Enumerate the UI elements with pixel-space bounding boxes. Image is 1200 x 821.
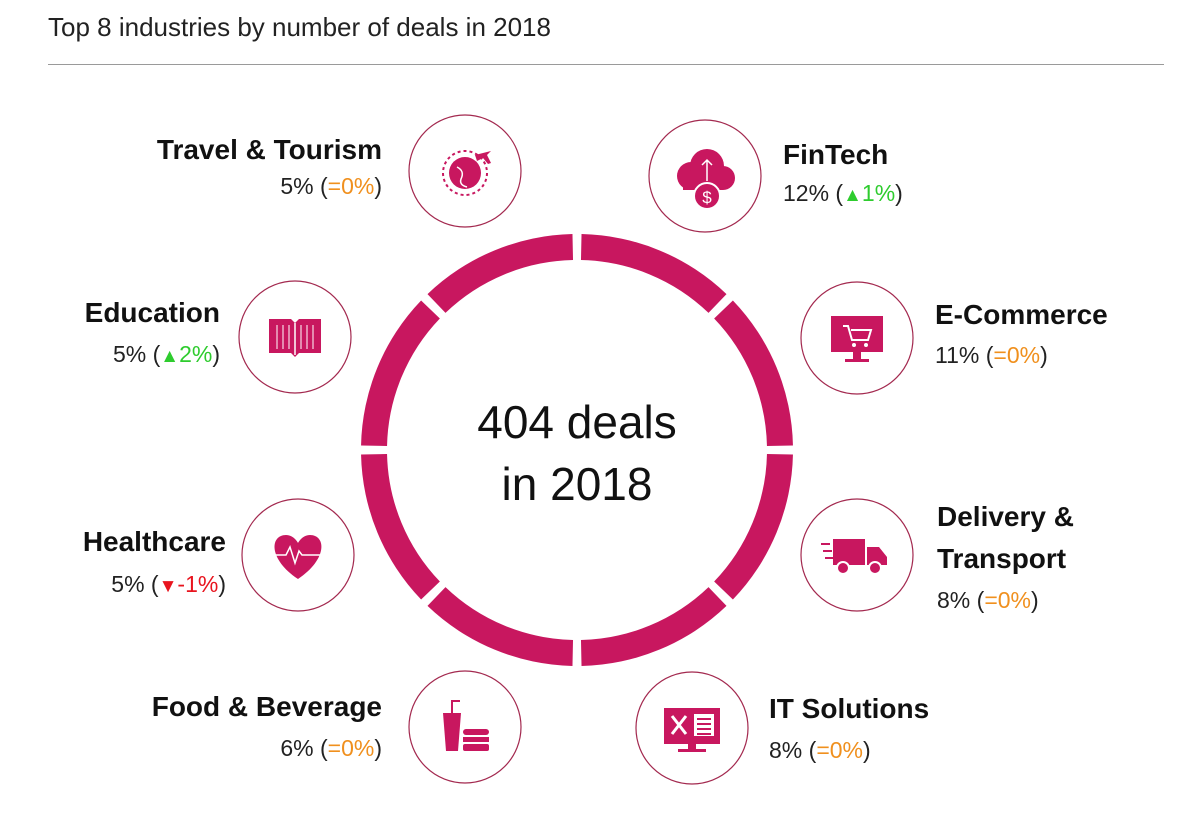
ring-segment-0 bbox=[580, 234, 727, 313]
industry-name: Healthcare bbox=[82, 526, 226, 557]
industry-name: IT Solutions bbox=[769, 693, 930, 724]
monitor-tools-icon bbox=[664, 708, 720, 752]
ring-segment-6 bbox=[361, 300, 440, 447]
trend-flat-icon: = bbox=[816, 737, 830, 763]
share-value: 8% bbox=[937, 587, 971, 613]
trend-flat-icon: = bbox=[993, 342, 1007, 368]
drink-burger-icon bbox=[443, 700, 489, 751]
svg-text:$: $ bbox=[702, 188, 712, 207]
change-text: 0% bbox=[997, 587, 1031, 613]
industry-name: Transport bbox=[937, 543, 1067, 574]
change-value: =0% bbox=[328, 173, 375, 199]
industry-share: 12% (▲1%) bbox=[783, 180, 903, 206]
change-text: 0% bbox=[341, 735, 375, 761]
share-value: 12% bbox=[783, 180, 830, 206]
icon-circle-4 bbox=[408, 670, 522, 784]
change-value: =0% bbox=[993, 342, 1040, 368]
shopping-cart-monitor-icon bbox=[831, 316, 883, 362]
change-text: 0% bbox=[829, 737, 863, 763]
delivery-truck-icon bbox=[821, 539, 887, 575]
ring-segment-3 bbox=[580, 587, 727, 666]
share-value: 6% bbox=[280, 735, 314, 761]
ring-segment-5 bbox=[361, 453, 440, 600]
change-text: 0% bbox=[1006, 342, 1041, 368]
share-value: 5% bbox=[112, 341, 147, 367]
ring-segment-7 bbox=[427, 234, 574, 313]
center-total: 404 deals bbox=[477, 396, 677, 448]
chart-title: Top 8 industries by number of deals in 2… bbox=[48, 12, 551, 42]
share-value: 5% bbox=[280, 173, 314, 199]
industry-name: FinTech bbox=[783, 139, 889, 170]
change-value: ▼-1% bbox=[159, 571, 219, 597]
trend-flat-icon: = bbox=[327, 173, 342, 199]
industry-share: 8% (=0%) bbox=[769, 737, 871, 763]
heart-pulse-icon bbox=[272, 535, 324, 579]
share-value: 8% bbox=[769, 737, 803, 763]
trend-up-icon: ▲ bbox=[843, 185, 862, 206]
industry-share: 5% (▼-1%) bbox=[111, 571, 226, 597]
trend-flat-icon: = bbox=[327, 735, 342, 761]
industry-share: 8% (=0%) bbox=[937, 587, 1039, 613]
trend-up-icon: ▲ bbox=[160, 346, 180, 367]
ring-segment-1 bbox=[714, 300, 793, 447]
industry-name: Education bbox=[84, 297, 220, 328]
change-value: =0% bbox=[816, 737, 863, 763]
industry-share: 5% (▲2%) bbox=[112, 341, 220, 367]
change-text: 2% bbox=[179, 341, 213, 367]
industry-name: Delivery & bbox=[937, 501, 1074, 532]
trend-down-icon: ▼ bbox=[158, 576, 178, 597]
globe-plane-icon bbox=[442, 150, 491, 196]
industry-name: E-Commerce bbox=[935, 299, 1108, 330]
change-text: -1% bbox=[177, 571, 219, 597]
industry-name: Food & Beverage bbox=[151, 691, 382, 722]
industry-name: Travel & Tourism bbox=[156, 134, 382, 165]
industry-share: 5% (=0%) bbox=[280, 173, 382, 199]
change-value: ▲1% bbox=[843, 180, 895, 206]
industry-share: 11% (=0%) bbox=[935, 342, 1048, 368]
ring-segment-2 bbox=[714, 453, 793, 600]
change-value: =0% bbox=[328, 735, 375, 761]
change-value: ▲2% bbox=[160, 341, 212, 367]
change-value: =0% bbox=[984, 587, 1031, 613]
title-divider bbox=[48, 64, 1164, 65]
ring-segment-4 bbox=[427, 587, 574, 666]
center-year: in 2018 bbox=[502, 458, 653, 510]
share-value: 11% bbox=[935, 342, 980, 368]
change-text: 1% bbox=[861, 180, 896, 206]
trend-flat-icon: = bbox=[984, 587, 998, 613]
change-text: 0% bbox=[341, 173, 375, 199]
industry-share: 6% (=0%) bbox=[280, 735, 382, 761]
open-book-icon bbox=[269, 319, 321, 357]
share-value: 5% bbox=[111, 571, 145, 597]
cloud-dollar-icon: $ bbox=[677, 149, 735, 210]
